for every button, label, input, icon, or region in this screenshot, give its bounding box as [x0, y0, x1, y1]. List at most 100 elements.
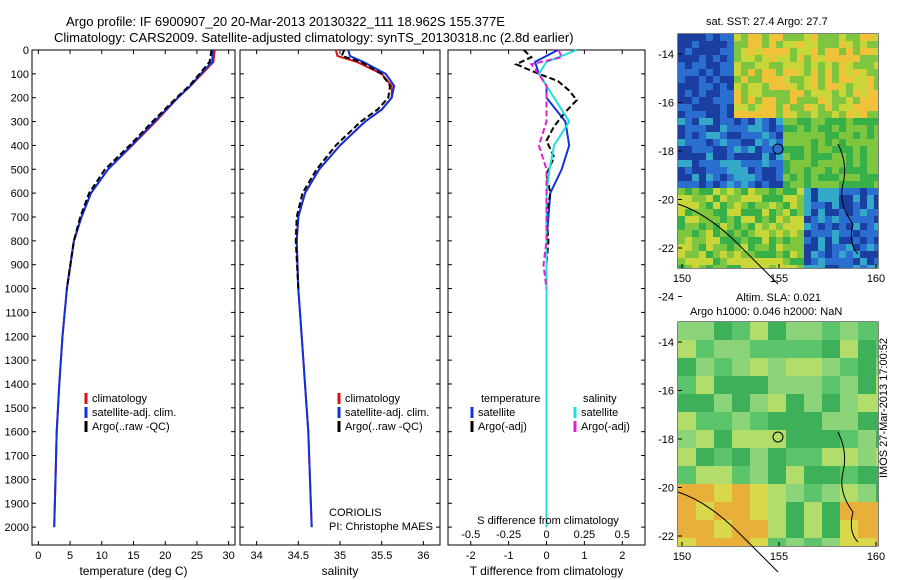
sst-map-cell [811, 90, 818, 97]
sst-map-cell [762, 139, 769, 146]
sst-map-xtick-label: 150 [673, 273, 691, 285]
sst-map-cell [811, 69, 818, 76]
sst-map-cell [741, 167, 748, 174]
sst-map-cell [846, 181, 853, 188]
sst-map-cell [839, 251, 846, 258]
sst-map-cell [699, 167, 706, 174]
sst-map-cell [741, 223, 748, 230]
sla-map-cell [732, 430, 750, 448]
sst-map-cell [678, 111, 685, 118]
sst-map-cell [734, 153, 741, 160]
sla-map-xtick-label: 160 [867, 551, 885, 563]
sla-map-cell [678, 520, 696, 538]
sst-map-cell [692, 230, 699, 237]
sst-map-cell [790, 251, 797, 258]
sst-map-cell [839, 132, 846, 139]
sst-map-cell [783, 76, 790, 83]
sst-map-cell [776, 55, 783, 62]
sst-map-cell [692, 83, 699, 90]
sla-map-cell [714, 358, 732, 376]
sst-map-cell [860, 188, 867, 195]
sst-map-cell [804, 76, 811, 83]
sst-map-cell [727, 251, 734, 258]
sst-map-cell [762, 76, 769, 83]
sst-map-cell [734, 251, 741, 258]
sst-map-cell [783, 265, 790, 268]
sst-map-cell [727, 223, 734, 230]
sst-map-cell [734, 55, 741, 62]
sst-map-cell [860, 160, 867, 167]
sst-map-cell [825, 251, 832, 258]
sst-map-cell [685, 153, 692, 160]
sla-map-cell [804, 412, 822, 430]
sst-map-cell [818, 90, 825, 97]
sla-map-cell [714, 322, 732, 340]
sst-map-cell [762, 90, 769, 97]
sst-map-cell [832, 146, 839, 153]
sst-map-cell [748, 34, 755, 41]
sst-map-cell [790, 174, 797, 181]
sst-map-cell [748, 237, 755, 244]
sst-map-cell [867, 209, 874, 216]
sst-map-cell [748, 118, 755, 125]
sst-map-cell [762, 209, 769, 216]
sst-map-cell [853, 258, 860, 265]
sst-map-cell [762, 83, 769, 90]
sst-map-cell [811, 265, 818, 268]
sst-map-cell [734, 209, 741, 216]
depth-tick-label: 400 [11, 140, 29, 152]
sst-map-cell [818, 48, 825, 55]
sst-map-cell [748, 209, 755, 216]
sst-map-cell [797, 195, 804, 202]
sst-map-cell [797, 160, 804, 167]
sst-map-cell [832, 265, 839, 268]
sst-map-cell [748, 174, 755, 181]
sst-map-cell [762, 167, 769, 174]
sst-map-cell [783, 258, 790, 265]
sst-map-cell [720, 181, 727, 188]
sst-map-cell [776, 111, 783, 118]
sst-map-cell [713, 265, 720, 268]
sst-map-cell [797, 244, 804, 251]
sst-map-cell [860, 104, 867, 111]
sst-map-cell [713, 76, 720, 83]
sst-map-cell [685, 48, 692, 55]
sst-map-cell [720, 209, 727, 216]
sst-map-cell [790, 195, 797, 202]
sst-map-cell [678, 62, 685, 69]
sst-map-cell [797, 153, 804, 160]
sla-map-cell [750, 484, 768, 502]
sst-map-cell [811, 160, 818, 167]
sst-map-cell [769, 111, 776, 118]
sla-map-cell [696, 520, 714, 538]
sst-map-cell [804, 244, 811, 251]
sst-map-cell [790, 76, 797, 83]
sst-map-cell [839, 55, 846, 62]
sst-map-cell [874, 139, 878, 146]
sst-map-cell [734, 223, 741, 230]
sst-map-cell [846, 237, 853, 244]
sst-map-cell [860, 167, 867, 174]
sst-map-cell [839, 139, 846, 146]
sst-map-cell [811, 174, 818, 181]
sst-map-cell [748, 244, 755, 251]
sla-map-cell [714, 448, 732, 466]
sst-map-cell [769, 160, 776, 167]
sla-map-cell [858, 322, 876, 340]
sst-map-cell [720, 237, 727, 244]
sst-map-cell [755, 90, 762, 97]
sst-map-cell [790, 97, 797, 104]
sst-map-cell [783, 153, 790, 160]
sst-map-cell [776, 230, 783, 237]
sst-map-cell [762, 216, 769, 223]
sst-map-cell [804, 104, 811, 111]
sst-map-cell [867, 90, 874, 97]
sst-map-cell [867, 48, 874, 55]
sst-map-cell [706, 118, 713, 125]
sst-map-cell [720, 90, 727, 97]
sst-map-cell [706, 111, 713, 118]
sst-map-cell [678, 167, 685, 174]
sla-map-cell [786, 502, 804, 520]
salinity-series-satellite-adj-clim- [295, 49, 396, 528]
sst-map-cell [790, 216, 797, 223]
